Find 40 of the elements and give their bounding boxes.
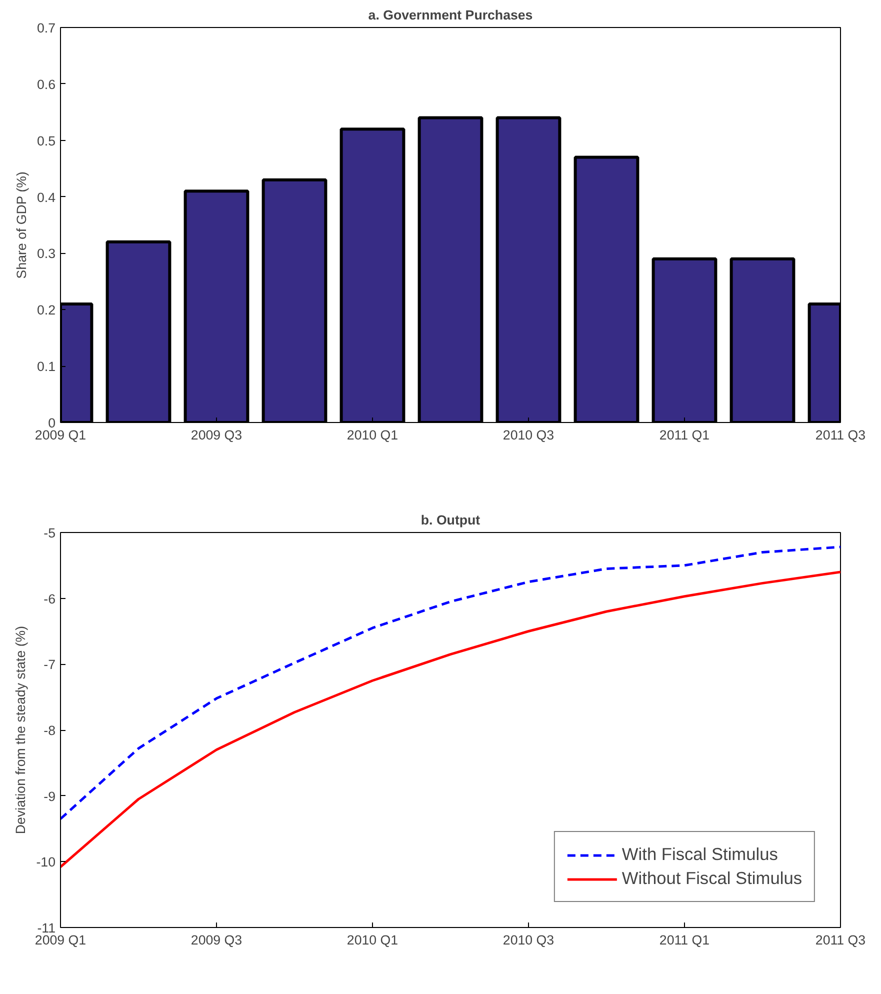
y-tick-label: -7: [44, 657, 56, 672]
line-series: [60, 570, 840, 868]
y-tick-label: 0.5: [36, 133, 56, 148]
legend-label: With Fiscal Stimulus: [622, 844, 778, 865]
y-tick-label: 0.2: [36, 302, 56, 318]
legend-label: Without Fiscal Stimulus: [622, 868, 802, 889]
y-tick-label: -5: [44, 526, 56, 540]
line-series: [60, 546, 840, 820]
x-tick-label: 2011 Q3: [815, 428, 866, 442]
x-tick-label: 2009 Q1: [34, 932, 86, 948]
x-tick-label: 2010 Q3: [502, 428, 554, 442]
chart-title: b. Output: [420, 512, 481, 528]
bar: [262, 178, 328, 422]
y-tick-label: -10: [36, 854, 56, 870]
y-tick-label: -11: [37, 920, 56, 936]
y-tick-label: -8: [44, 723, 56, 738]
x-tick-label: 2009 Q3: [190, 932, 242, 948]
bar: [574, 156, 640, 422]
y-tick-label: 0.3: [36, 246, 56, 262]
y-tick-label: 0.6: [36, 76, 56, 92]
x-tick-label: 2011 Q1: [659, 428, 710, 442]
x-tick-label: 2009 Q3: [190, 428, 242, 442]
y-tick-label: -9: [44, 788, 56, 804]
y-tick-label: 0.1: [36, 359, 56, 374]
x-tick-label: 2009 Q1: [34, 428, 86, 442]
x-tick-label: 2010 Q1: [346, 428, 398, 442]
chart-title: a. Government Purchases: [368, 8, 533, 22]
y-tick-label: -6: [44, 591, 56, 606]
y-tick-label: 0.4: [36, 190, 56, 205]
x-tick-label: 2010 Q1: [346, 932, 398, 948]
bar: [106, 240, 172, 422]
y-axis-title: Deviation from the steady state (%): [13, 626, 28, 834]
y-tick-label: 0: [48, 416, 56, 430]
bar: [730, 257, 796, 422]
x-tick-label: 2010 Q3: [502, 932, 554, 948]
bar: [418, 116, 484, 422]
y-axis-title: Share of GDP (%): [14, 172, 29, 279]
y-tick-label: 0.7: [36, 20, 56, 36]
x-tick-label: 2011 Q3: [815, 932, 866, 948]
x-tick-label: 2011 Q1: [659, 932, 710, 948]
